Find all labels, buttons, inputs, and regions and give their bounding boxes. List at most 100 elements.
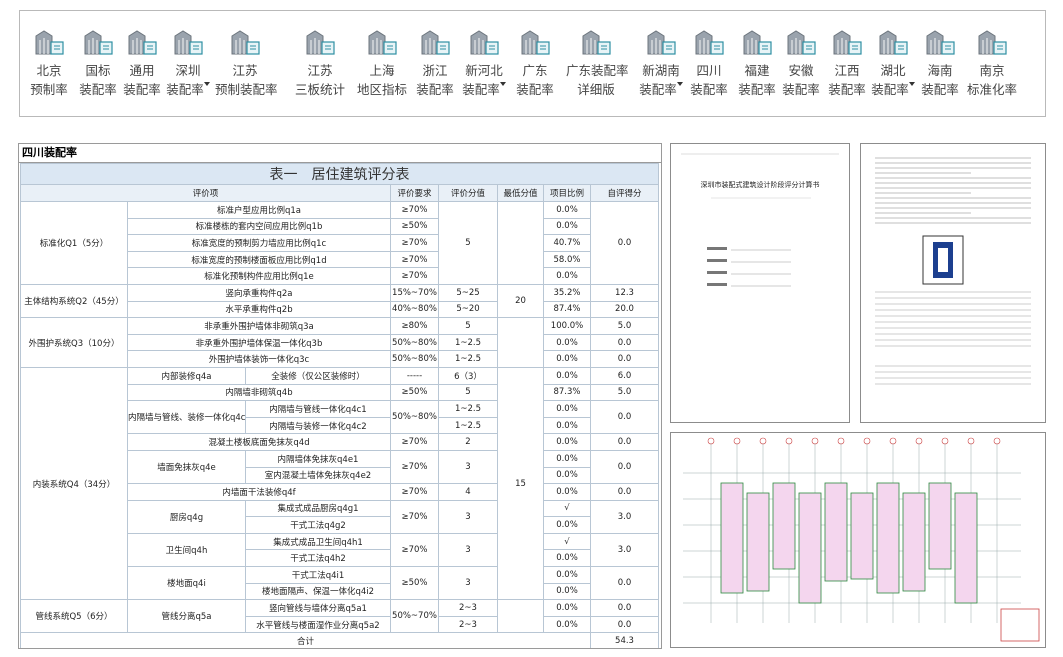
toolbar-button[interactable]: 新湖南 装配率 [631,21,691,99]
table-cell: 0.0 [590,201,659,285]
table-cell: 内部装修q4a [127,366,246,385]
icon-building [747,38,757,54]
table-cell: 水平管线与楼面湿作业分离q5a2 [245,615,391,634]
button-label: 新河北 [465,63,503,78]
toolbar-button[interactable]: 南京 标准化率 [962,21,1022,99]
dropdown-arrow [499,82,506,86]
table-row: 卫生间q4h 集成式成品卫生间q4h1 ≥70% 3 √ 3.0 [21,532,659,568]
table-cell: 1~2.5 [438,400,498,418]
button-icon [231,30,260,55]
button-label: 江西 [834,63,860,78]
button-label: 装配率 [921,82,959,97]
toolbar-button[interactable]: 通用 装配率 [112,21,172,99]
table-cell: 非承重外围护墙体非砌筑q3a [127,317,391,335]
document-thumbnail[interactable] [860,143,1046,423]
button-icon [879,30,908,55]
toolbar-button[interactable]: 浙江 装配率 [405,21,465,99]
table-cell: 1~2.5 [438,416,498,435]
table-cell: 竖向承重构件q2a [127,283,391,302]
table-cell: 3 [438,499,498,534]
button-label: 预制率 [30,82,68,97]
button-label: 南京 [979,63,1005,78]
table-row: 内隔墙与装修一体化q4c2 1~2.5 0.0% [21,416,659,435]
table-cell: 3.0 [590,499,659,534]
axis-bubble [993,437,1001,445]
table-cell: 0.0% [543,599,591,617]
toolbar-button[interactable]: 新河北 装配率 [454,21,514,99]
panel-title: 四川装配率 [19,144,661,163]
icon-building [586,38,596,54]
table-cell: 0.0 [590,483,659,501]
icon-badge [246,41,260,55]
table-cell: ≥70% [390,433,439,451]
toolbar-button[interactable]: 安徽 装配率 [771,21,831,99]
table-cell: 楼地面隔声、保温一体化q4i2 [245,582,391,601]
table-cell: 0.0% [543,516,591,534]
button-label: 江苏 [307,63,333,78]
table-cell: 20 [497,283,544,319]
drawing-thumbnail[interactable] [670,432,1046,648]
icon-badge [852,45,858,50]
toolbar-button[interactable]: 广东 装配率 [505,21,565,99]
slab [772,482,796,570]
button-icon [695,30,724,55]
toolbar-button[interactable]: 国标 装配率 [68,21,128,99]
table-cell: 50%~80% [390,350,439,368]
table-row: 非承重外围护墙体保温一体化q3b 50%~80% 1~2.5 0.0% 0.0 [21,333,659,352]
toolbar-button[interactable]: 湖北 装配率 [863,21,923,99]
table-cell: 5.0 [590,383,659,402]
toolbar-button[interactable]: 深圳 装配率 [158,21,218,99]
table-row: 标准宽度的预制楼面板应用比例q1d ≥70% 58.0% [21,250,659,269]
icon-badge [898,45,904,50]
button-icon [647,30,676,55]
table-cell: ≥50% [390,217,439,236]
document-thumbnail[interactable]: 深圳市装配式建筑设计阶段评分计算书 [670,143,850,423]
button-icon [743,30,772,55]
toolbar-button[interactable]: 江苏 预制装配率 [215,21,278,99]
table-row: 混凝土楼板底面免抹灰q4d ≥70% 2 0.0% 0.0 [21,433,659,451]
toolbar-button[interactable]: 四川 装配率 [679,21,739,99]
table-cell: 87.3% [543,383,591,402]
table-cell: 内墙面干法装修q4f [127,483,391,501]
toolbar-button[interactable]: 福建 装配率 [727,21,787,99]
icon-badge [536,41,550,55]
toolbar-button[interactable]: 江苏 三板统计 [290,21,350,99]
toolbar-button[interactable]: 北京 预制率 [19,21,79,99]
icon-badge [143,41,157,55]
table-cell: 集成式成品卫生间q4h1 [245,532,391,551]
table-cell: 4 [438,483,498,501]
toolbar-button[interactable]: 江西 装配率 [817,21,877,99]
toolbar-button[interactable]: 上海 地区指标 [352,21,412,99]
icon-building [178,38,188,54]
button-label: 福建 [744,63,770,78]
icon-badge [189,41,203,55]
icon-badge [321,41,335,55]
icon-badge [710,41,724,55]
button-label: 装配率 [782,82,820,97]
button-label: 预制装配率 [215,82,278,97]
button-label: 新湖南 [642,63,680,78]
table-cell: 0.0% [543,466,591,485]
icon-building [930,38,940,54]
icon-badge [50,41,64,55]
table-cell: 0.0 [590,333,659,352]
button-label: 装配率 [454,80,514,99]
button-label: 装配率 [690,82,728,97]
table-cell: 0.0% [543,400,591,418]
icon-building [88,38,98,54]
toolbar-button[interactable]: 广东装配率 详细版 [566,21,629,99]
icon-badge [99,41,113,55]
slab [720,482,744,594]
slab [902,492,926,592]
icon-badge [193,45,199,50]
toolbar-button[interactable]: 海南 装配率 [910,21,970,99]
axis-bubble [889,437,897,445]
button-icon [306,30,335,55]
icon-badge [250,45,256,50]
table-cell: 0.0 [590,400,659,435]
table-cell: 全装修（仅公区装修时） [245,366,391,385]
table-cell: 5.0 [590,317,659,335]
document-lines [681,153,839,287]
table-cell: 2~3 [438,599,498,617]
